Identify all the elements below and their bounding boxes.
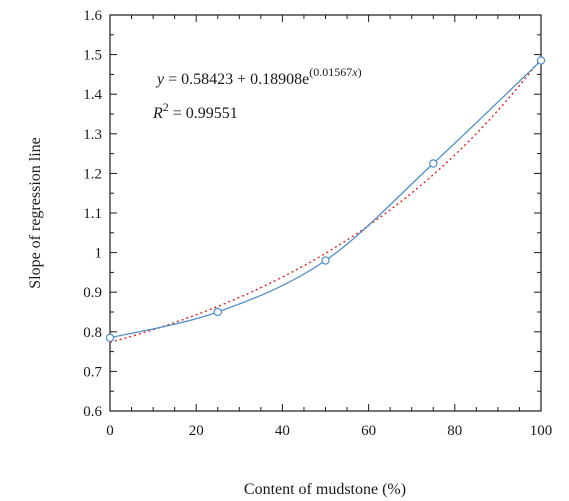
x-tick-label: 100 (530, 423, 553, 439)
y-axis-title: Slope of regression line (27, 137, 44, 289)
y-tick-label: 0.8 (83, 325, 102, 341)
data-point (536, 56, 546, 65)
data-point (321, 256, 330, 265)
x-tick-label: 40 (275, 423, 290, 439)
y-tick-label: 0.7 (83, 364, 102, 380)
y-tick-label: 1.2 (83, 166, 102, 182)
fit-equation-label: y = 0.58423 + 0.18908e(0.01567x) (155, 65, 362, 88)
smooth-data-line (109, 60, 542, 339)
x-axis-title: Content of mudstone (%) (244, 481, 406, 498)
y-tick-label: 1.3 (83, 127, 102, 143)
x-tick-label: 20 (189, 423, 204, 439)
data-point (213, 307, 222, 317)
x-tick-label: 80 (447, 423, 462, 439)
fit-equation-exponent: (0.01567 (309, 65, 352, 79)
r-squared-label: R2 = 0.99551 (152, 100, 238, 122)
y-tick-label: 1.1 (83, 206, 102, 222)
fit-curve (109, 57, 542, 344)
fit-equation-y: y (155, 71, 165, 88)
y-tick-label: 0.6 (83, 404, 102, 420)
y-tick-label: 1.6 (83, 8, 102, 24)
fit-equation-exponent-close: ) (358, 65, 362, 79)
r-squared-r: R (152, 105, 163, 122)
fit-equation-exponent-x: x (351, 65, 358, 79)
axis-ticks: 0.6 0.7 0.8 0.9 1 1.1 1.2 1.3 1.4 1.5 1.6 0 20 40 60 80… (83, 8, 552, 439)
data-point (429, 159, 438, 168)
fit-equation-body: = 0.58423 + 0.18908e (164, 71, 309, 88)
y-tick-label: 1.4 (83, 87, 102, 103)
chart-marks (105, 56, 546, 344)
data-point (105, 333, 115, 342)
x-tick-label: 0 (106, 423, 114, 439)
x-tick-label: 60 (361, 423, 376, 439)
y-tick-label: 1 (95, 246, 103, 262)
r-squared-sup: 2 (163, 100, 169, 114)
y-tick-label: 1.5 (83, 48, 102, 64)
y-tick-label: 0.9 (83, 285, 102, 301)
r-squared-value: = 0.99551 (169, 105, 238, 122)
